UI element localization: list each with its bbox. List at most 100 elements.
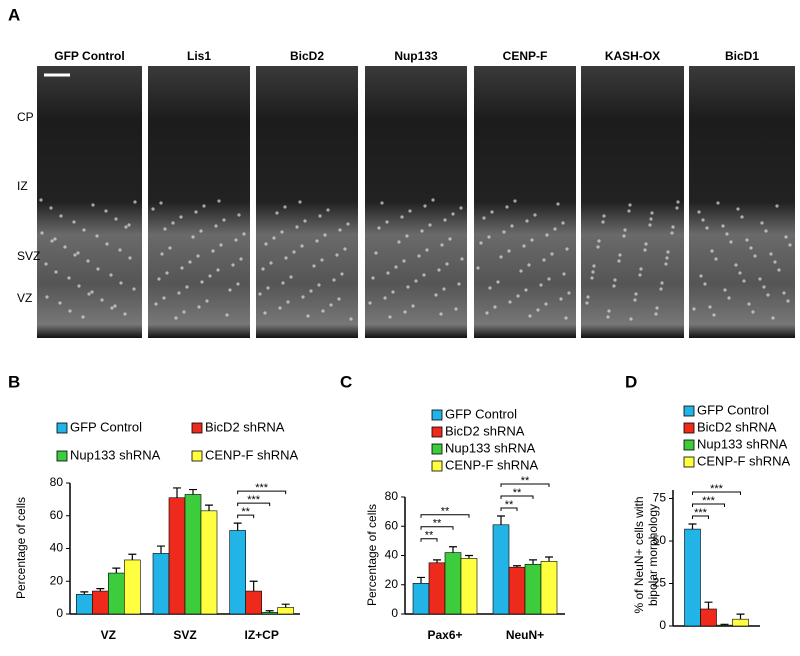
significance-label: ***	[710, 483, 724, 495]
cell-spot	[627, 209, 631, 213]
cell-spot	[86, 259, 90, 263]
cell-spot	[217, 199, 221, 203]
cell-spot	[639, 267, 643, 271]
column-title: CENP-F	[503, 49, 548, 63]
cell-spot	[420, 229, 424, 233]
cell-spot	[114, 217, 118, 221]
cell-spot	[394, 265, 398, 269]
cell-spot	[72, 220, 76, 224]
cell-spot	[222, 218, 226, 222]
cell-spot	[442, 287, 446, 291]
bar	[245, 590, 262, 615]
cell-spot	[596, 245, 600, 249]
cell-spot	[326, 208, 330, 212]
cell-spot	[487, 235, 491, 239]
cell-spot	[723, 288, 727, 292]
error-bar	[112, 567, 121, 574]
cell-spot	[457, 282, 461, 286]
y-axis-label: % of NeuN+ cells with	[632, 496, 646, 613]
cell-spot	[745, 238, 749, 242]
cell-spot	[306, 314, 310, 318]
column-title: GFP Control	[54, 49, 124, 63]
cell-spot	[284, 256, 288, 260]
cell-spot	[499, 255, 503, 259]
cell-spot	[105, 242, 109, 246]
cell-spot	[303, 219, 307, 223]
bar	[108, 572, 125, 615]
cell-spot	[157, 277, 161, 281]
cell-spot	[699, 274, 703, 278]
cell-spot	[747, 302, 751, 306]
cell-spot	[633, 298, 637, 302]
legend-label: CENP-F shRNA	[445, 457, 539, 472]
bar	[540, 561, 558, 615]
significance-label: ***	[255, 482, 269, 494]
cell-spot	[242, 232, 246, 236]
cell-spot	[174, 316, 178, 320]
legend-swatch	[431, 409, 443, 421]
cell-spot	[539, 283, 543, 287]
error-bar	[736, 613, 745, 620]
cell-spot	[727, 296, 731, 300]
significance-bracket	[420, 514, 470, 518]
bar	[428, 562, 446, 615]
bar	[716, 624, 733, 627]
cell-spot	[340, 272, 344, 276]
cell-spot	[104, 209, 108, 213]
cell-spot	[275, 211, 279, 215]
cell-spot	[705, 226, 709, 230]
cell-spot	[648, 223, 652, 227]
cell-spot	[315, 239, 319, 243]
cell-spot	[545, 233, 549, 237]
row-label: CP	[17, 110, 34, 124]
cell-spot	[82, 228, 86, 232]
legend-label: Nup133 shRNA	[70, 447, 161, 462]
row-label: VZ	[17, 291, 32, 305]
cell-spot	[346, 222, 350, 226]
y-axis-label: bipolar morphology	[646, 504, 660, 606]
cell-spot	[188, 260, 192, 264]
cell-spot	[601, 220, 605, 224]
cell-spot	[113, 304, 117, 308]
cell-spot	[714, 257, 718, 261]
cell-spot	[764, 229, 768, 233]
cell-spot	[332, 278, 336, 282]
cell-spot	[402, 259, 406, 263]
error-bar	[449, 546, 457, 553]
error-bar	[157, 545, 165, 554]
cell-spot	[237, 213, 241, 217]
cell-spot	[550, 252, 554, 256]
cell-spot	[96, 267, 100, 271]
significance-bracket	[692, 503, 725, 507]
cell-spot	[368, 301, 372, 305]
cell-spot	[650, 211, 654, 215]
significance-label: **	[241, 506, 250, 518]
cell-spot	[91, 203, 95, 207]
cell-spot	[490, 210, 494, 214]
cell-spot	[559, 297, 563, 301]
cell-spot	[386, 271, 390, 275]
y-tick-label: 50	[653, 533, 667, 547]
cell-spot	[502, 230, 506, 234]
cell-spot	[488, 286, 492, 290]
cell-spot	[269, 261, 273, 265]
legend-label: BicD2 shRNA	[697, 419, 777, 434]
cell-spot	[374, 251, 378, 255]
bar	[229, 530, 246, 615]
legend-label: BicD2 shRNA	[205, 419, 285, 434]
cell-spot	[740, 215, 744, 219]
cell-spot	[228, 288, 232, 292]
cell-spot	[329, 303, 333, 307]
cell-spot	[553, 227, 557, 231]
y-tick-label: 75	[653, 491, 667, 505]
bar	[76, 594, 93, 615]
significance-bracket	[237, 502, 271, 507]
legend-swatch	[683, 405, 695, 417]
x-tick-label: Pax6+	[427, 628, 462, 642]
cell-spot	[109, 273, 113, 277]
micrograph	[256, 66, 358, 338]
cell-spot	[451, 212, 455, 216]
cell-spot	[264, 242, 268, 246]
micrograph	[689, 66, 795, 338]
cell-spot	[618, 253, 622, 257]
